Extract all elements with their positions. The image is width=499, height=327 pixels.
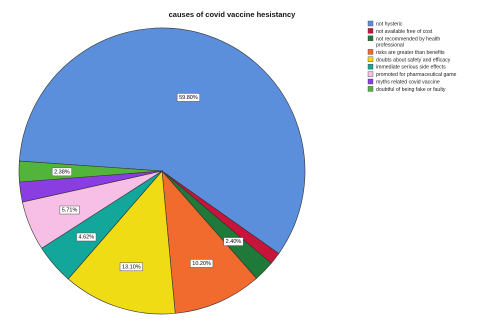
- legend-label: risks are greater than benefits: [376, 50, 445, 56]
- slice-label-immediate-serious-side-effects: 4.62%: [76, 232, 97, 242]
- legend-item-not-available-free-of-cost: not available free of cost: [367, 28, 433, 35]
- legend-item-doubtful-of-being-fake-or-faulty: doubtful of being fake or faulty: [367, 86, 446, 93]
- svg-text:59.80%: 59.80%: [179, 95, 198, 101]
- svg-text:2.38%: 2.38%: [54, 169, 70, 175]
- slice-label-not-recommended-by-health-professional: 2.40%: [223, 237, 244, 246]
- svg-text:5.71%: 5.71%: [62, 207, 78, 213]
- legend-item-immediate-serious-side-effects: immediate serious side effects: [367, 63, 446, 71]
- svg-text:4.62%: 4.62%: [78, 234, 94, 240]
- legend-item-promoted-for-pharmaceutical-game: promoted for pharmaceutical game: [367, 71, 457, 78]
- legend-swatch: [367, 86, 374, 92]
- legend-item-doubts-about-safety-and-efficacy: doubts about safety and efficacy: [367, 56, 451, 63]
- legend-swatch: [367, 20, 374, 27]
- pie-slices: [18, 27, 306, 315]
- slice-label-doubts-about-safety-and-efficacy: 13.10%: [119, 262, 143, 272]
- legend-swatch: [367, 71, 374, 77]
- legend-item-not-hysteric: not hysteric: [367, 20, 403, 28]
- legend-swatch: [367, 28, 374, 34]
- legend-label: myths related covid vaccine: [376, 80, 440, 86]
- legend-item-myths-related-covid-vaccine: myths related covid vaccine: [367, 78, 440, 86]
- legend-label: promoted for pharmaceutical game: [376, 72, 457, 78]
- pie-slice-doubtful-of-being-fake-or-faulty: [18, 160, 163, 183]
- legend-item-risks-are-greater-than-benefits: risks are greater than benefits: [367, 49, 445, 56]
- legend-label: not hysteric: [376, 22, 403, 28]
- legend-item-not-recommended-by-health-professional: not recommended by health professional: [367, 35, 440, 49]
- slice-label-doubtful-of-being-fake-or-faulty: 2.38%: [51, 167, 72, 177]
- pie-slice-doubts-about-safety-and-efficacy: [67, 170, 176, 315]
- slice-label-promoted-for-pharmaceutical-game: 5.71%: [59, 205, 80, 215]
- legend-swatch: [367, 35, 374, 41]
- slice-label-not-hysteric: 59.80%: [176, 93, 200, 102]
- legend-label: not available free of cost: [376, 29, 433, 35]
- svg-text:13.10%: 13.10%: [122, 264, 141, 270]
- legend-label: doubts about safety and efficacy: [376, 57, 451, 63]
- legend-swatch: [367, 78, 374, 85]
- svg-text:2.40%: 2.40%: [226, 239, 242, 245]
- slice-label-risks-are-greater-than-benefits: 10.20%: [190, 259, 214, 268]
- legend-swatch: [367, 56, 374, 62]
- legend-label: doubtful of being fake or faulty: [376, 87, 446, 93]
- legend-label: immediate serious side effects: [376, 65, 446, 71]
- chart-title: causes of covid vaccine hesistancy: [169, 10, 297, 19]
- svg-text:10.20%: 10.20%: [192, 261, 211, 267]
- legend-swatch: [367, 49, 374, 55]
- legend-label: not recommended by health professional: [376, 36, 440, 48]
- slice-labels: 59.80% 2.40% 10.20% 13.10% 4.62% 5.71% 2.38%: [51, 93, 244, 272]
- pie-slice-not-hysteric: [19, 27, 306, 254]
- pie-slice-risks-are-greater-than-benefits: [161, 170, 257, 314]
- legend-swatch: [367, 63, 374, 70]
